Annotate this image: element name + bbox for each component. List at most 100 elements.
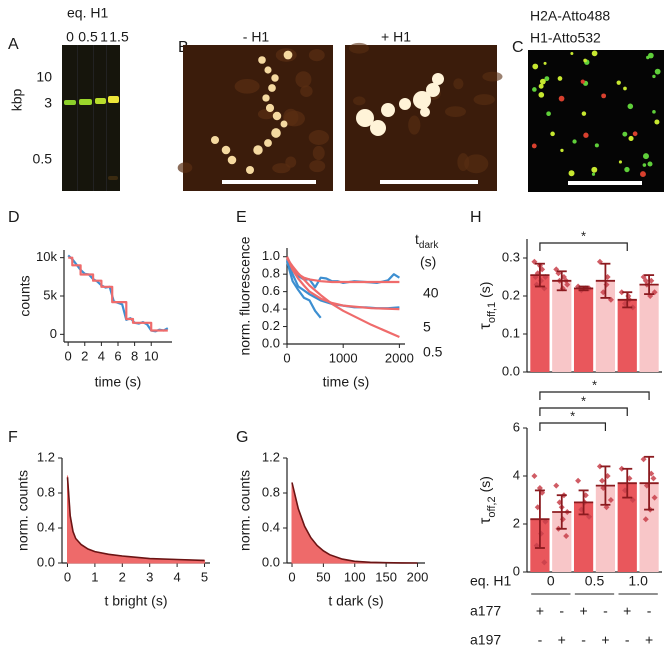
row-sign: + [558,632,566,648]
texture [628,135,634,142]
x-tick-label: 0 [283,350,290,365]
series-line [67,254,169,333]
texture [546,111,551,117]
row-label: a177 [470,603,501,619]
x-tick-label: 0 [288,569,295,584]
bar [617,299,637,372]
gel-title: eq. H1 [67,5,108,21]
data-point [531,473,538,479]
y-tick-label: 0.2 [502,287,520,302]
fluorescence-image [528,50,664,192]
texture [643,153,649,160]
data-point [640,456,647,463]
texture [654,68,661,75]
y-axis-label: counts [17,275,33,316]
data-point [618,465,625,472]
texture [591,172,596,176]
y-tick-label: 0.8 [37,484,55,499]
bar [639,483,659,572]
gel-axis-label: kbp [9,89,25,112]
texture [234,78,260,94]
x-tick-label: 0 [65,348,72,363]
texture [370,120,386,136]
significance-label: * [581,228,586,243]
texture [227,155,237,165]
bar [639,284,659,372]
y-axis-label-unit: (s) [477,476,493,492]
lane-label: 1.5 [109,29,129,45]
panel-label: E [236,209,247,226]
marker-label: 0.5 [33,151,53,167]
row-sign: + [536,603,544,619]
texture [538,91,545,98]
panel-label: A [8,36,19,53]
texture [308,49,325,62]
data-point [642,516,649,523]
row-sign: - [581,632,586,648]
data-point [596,463,603,470]
texture [627,103,634,110]
afm-image [345,42,503,191]
texture [444,106,466,118]
texture [550,131,555,137]
texture [591,50,598,57]
lane-label: 1 [100,29,108,45]
bar [595,485,616,572]
texture [264,139,272,147]
data-point [575,477,582,484]
x-tick-label: 50 [316,569,330,584]
texture [642,163,647,167]
y-tick-label: 2 [513,515,520,530]
table-label: eq. H1 [470,573,511,589]
texture [356,109,374,127]
texture [283,50,293,60]
data-point [599,477,606,484]
series-line [66,477,205,562]
x-tick-label: 200 [407,569,429,584]
x-tick-label: 1 [91,569,98,584]
data-point [642,277,649,284]
texture [353,96,366,106]
texture [572,139,577,144]
row-sign: + [579,603,587,619]
series-line [291,482,418,564]
x-tick-label: 8 [131,348,138,363]
texture [647,161,653,167]
data-point [553,482,560,489]
texture [622,131,628,137]
texture [381,103,395,117]
texture [594,143,599,148]
y-axis-label-main: τ [477,517,494,524]
data-point [607,497,614,503]
texture [583,132,589,138]
texture [258,56,266,64]
texture [408,115,421,135]
significance-bracket [539,422,607,431]
annotation-header-main: t [415,231,419,247]
x-tick-label: 150 [375,569,397,584]
gel-image [62,45,120,191]
data-point [629,304,636,311]
data-point [563,533,570,539]
texture [632,131,638,137]
texture [295,71,312,88]
group-label: 1.0 [628,573,648,589]
texture [624,166,630,173]
group-label: 0 [547,573,555,589]
x-tick-label: 10 [144,348,158,363]
y-axis-label: τoff,1 (s) [477,282,498,330]
y-tick-label: 5k [43,287,57,302]
texture [271,74,279,82]
y-tick-label: 0.8 [262,266,280,281]
x-axis-label: time (s) [95,374,142,390]
y-tick-label: 0.4 [37,519,55,534]
texture [253,145,263,155]
texture [272,111,282,121]
texture [616,80,621,85]
x-tick-label: 2000 [385,350,414,365]
texture [280,120,288,128]
x-tick-label: 2 [81,348,88,363]
y-axis-label-sub: off,1 [486,302,498,323]
texture [245,165,255,175]
